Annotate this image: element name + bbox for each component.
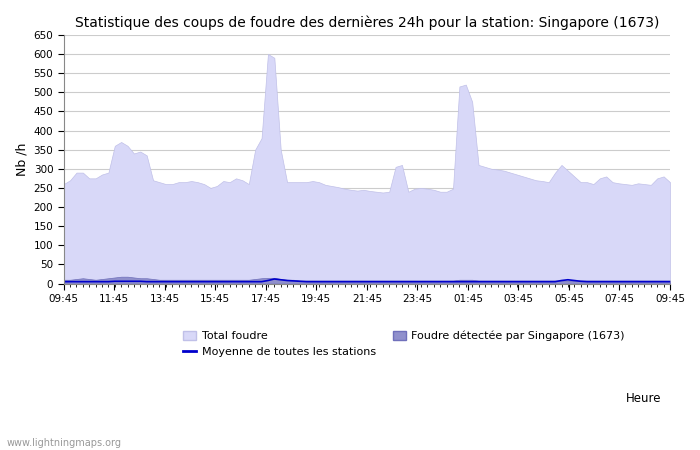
Text: www.lightningmaps.org: www.lightningmaps.org xyxy=(7,438,122,448)
Title: Statistique des coups de foudre des dernières 24h pour la station: Singapore (16: Statistique des coups de foudre des dern… xyxy=(75,15,659,30)
Y-axis label: Nb /h: Nb /h xyxy=(15,143,28,176)
Text: Heure: Heure xyxy=(626,392,662,405)
Legend: Total foudre, Moyenne de toutes les stations, Foudre détectée par Singapore (167: Total foudre, Moyenne de toutes les stat… xyxy=(178,326,629,362)
